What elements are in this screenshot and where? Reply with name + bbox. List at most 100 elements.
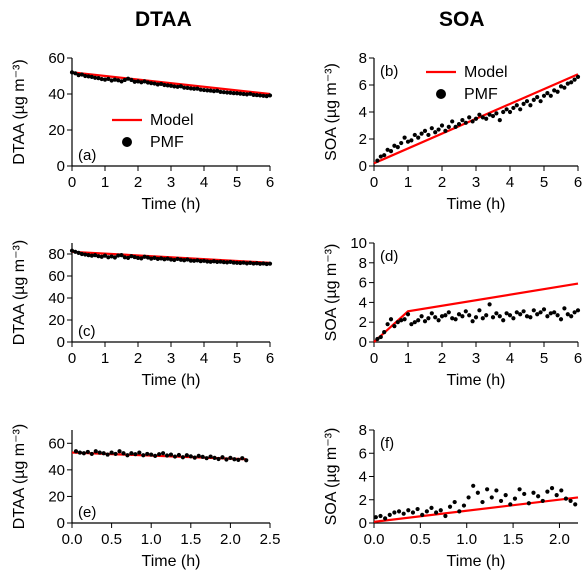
y-tick-label: 6 [359,445,367,462]
pmf-point [69,70,75,75]
pmf-point [232,457,237,462]
x-tick-label: 3 [167,350,175,367]
pmf-point [228,90,233,95]
pmf-point [241,260,246,265]
pmf-point [426,132,431,138]
pmf-point [419,314,424,319]
pmf-point [234,91,240,96]
pmf-point [168,83,174,88]
pmf-point [73,71,78,76]
pmf-point [461,503,467,508]
pmf-point [429,311,434,316]
pmf-point [142,79,147,84]
pmf-point [145,451,150,457]
pmf-point [569,314,574,319]
pmf-point [93,253,98,258]
pmf-point [168,257,174,262]
pmf-point [401,511,406,516]
pmf-point [494,311,499,316]
pmf-point [406,508,411,513]
x-tick-label: 0 [370,350,378,367]
y-tick-label: 40 [48,86,65,103]
pmf-point [460,314,465,319]
pmf-point [471,483,476,488]
pmf-point [433,130,438,135]
panel-d: 0 1 2 3 4 5 6 Time (h) 0 2 4 6 8 10 SOA (µg m⁻³) (d) [323,235,582,389]
pmf-point [396,509,402,514]
x-tick-label: 6 [266,350,274,367]
pmf-point [129,77,134,83]
pmf-point [132,79,137,84]
pmf-point [137,450,142,455]
pmf-point [467,115,472,120]
pmf-point [97,450,102,455]
pmf-point [555,313,560,318]
pmf-point [573,502,578,507]
pmf-point [392,510,397,515]
pmf-point [399,318,404,323]
pmf-point [554,493,559,498]
pmf-point [538,310,543,315]
x-tick-label: 6 [574,350,582,367]
pmf-point [89,253,94,258]
pmf-point [122,255,127,260]
pmf-point [234,260,240,265]
pmf-point [498,498,504,504]
pmf-point [497,314,502,319]
pmf-point [93,449,98,454]
pmf-point [501,109,506,115]
pmf-point [155,256,160,262]
pmf-point [405,139,411,144]
pmf-point [392,324,397,329]
pmf-point [429,126,434,131]
pmf-point [89,451,94,457]
pmf-point [559,488,564,493]
x-tick-label: 2.0 [549,531,570,548]
panel-a: 0 1 2 3 4 5 6 Time (h) 0 20 40 60 DTAA (µg m⁻³) (a) Mo… [11,50,274,213]
pmf-point [185,85,190,90]
panel-label: (d) [380,248,398,265]
pmf-point [200,454,205,459]
pmf-point [446,124,451,129]
pmf-point [76,250,81,255]
pmf-point [218,259,223,264]
y-tick-label: 10 [350,235,367,252]
pmf-point [568,498,573,504]
pmf-point [152,255,157,260]
y-axis-label: DTAA (µg m⁻³) [11,59,28,164]
pmf-point [105,452,110,457]
y-tick-label: 6 [359,275,367,292]
pmf-point [480,316,485,321]
pmf-point [221,90,226,95]
pmf-point [81,451,86,456]
pmf-point [388,149,394,154]
pmf-point [373,515,378,520]
pmf-point [248,91,253,96]
pmf-point [489,495,494,500]
pmf-point [422,319,428,324]
pmf-point [383,516,388,521]
x-tick-label: 3 [472,350,480,367]
y-axis-label: SOA (µg m⁻³) [323,244,340,342]
pmf-point [73,249,78,254]
pmf-point [149,81,154,86]
soa-column-title: SOA [439,8,485,31]
pmf-point [558,317,564,322]
pmf-point [231,91,236,96]
pmf-point [565,312,570,317]
pmf-point [99,254,104,259]
pmf-point [160,451,166,456]
pmf-point [419,131,424,136]
pmf-point [558,84,564,89]
pmf-point [155,82,160,87]
x-tick-label: 0 [370,174,378,191]
pmf-point [201,258,207,263]
pmf-point [113,451,118,457]
x-tick-label: 6 [574,174,582,191]
x-tick-label: 4 [200,174,208,191]
pmf-point [175,256,180,262]
pmf-point [192,258,197,263]
pmf-point [89,74,94,79]
pmf-point [76,73,81,78]
pmf-point [86,253,91,258]
